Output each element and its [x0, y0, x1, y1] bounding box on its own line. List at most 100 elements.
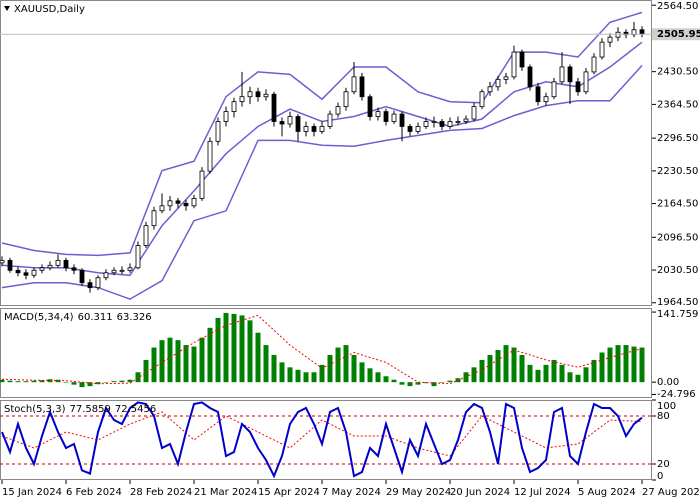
candle-body	[407, 126, 413, 132]
histogram-bar	[439, 382, 445, 383]
candle-body	[207, 140, 213, 172]
candle-body	[519, 51, 525, 68]
candle-body	[7, 259, 13, 271]
candle-body	[487, 86, 493, 93]
candle-body	[55, 259, 61, 266]
candle-body	[47, 264, 53, 269]
candle-body	[279, 121, 285, 125]
histogram-bar	[535, 369, 541, 383]
histogram-bar	[111, 381, 117, 383]
candle-body	[247, 91, 253, 98]
x-tick-label: 6 Feb 2024	[66, 487, 122, 498]
panel-title: MACD(5,34,4) 60.311 63.326	[4, 312, 152, 323]
histogram-bar	[511, 347, 517, 383]
candle-body	[287, 116, 293, 125]
y-tick-label: 80	[657, 411, 670, 422]
candle-body	[535, 86, 541, 103]
y-tick-label: 20	[657, 459, 670, 470]
candle-body	[367, 96, 373, 117]
histogram-bar	[79, 382, 85, 388]
y-tick-label: 1964.50	[657, 297, 698, 308]
candle-body	[543, 96, 549, 103]
indicator-value: 60.311	[78, 312, 113, 323]
histogram-bar	[127, 379, 133, 383]
histogram-bar	[15, 381, 21, 383]
x-tick-label: 27 Aug 2024	[642, 487, 700, 498]
candle-body	[31, 269, 37, 276]
candle-body	[527, 66, 533, 88]
histogram-bar	[151, 347, 157, 383]
histogram-bar	[415, 382, 421, 385]
candle-body	[455, 121, 461, 123]
candle-body	[415, 126, 421, 132]
histogram-bar	[399, 382, 405, 385]
histogram-bar	[487, 354, 493, 383]
histogram-bar	[39, 380, 45, 383]
candle-body	[151, 210, 157, 227]
histogram-bar	[495, 350, 501, 383]
signal-line	[1, 411, 643, 457]
bollinger-band	[1, 11, 643, 257]
candle-body	[175, 200, 181, 204]
histogram-bar	[175, 340, 181, 383]
histogram-bar	[191, 346, 197, 383]
histogram-bar	[375, 372, 381, 383]
candle-body	[79, 269, 85, 284]
histogram-bar	[295, 369, 301, 383]
histogram-bar	[567, 372, 573, 383]
histogram-bar	[199, 337, 205, 383]
candle-body	[639, 29, 645, 35]
candle-body	[327, 113, 333, 127]
indicator-name: XAUUSD,Daily	[14, 4, 85, 15]
histogram-bar	[367, 368, 373, 383]
indicator-value: 63.326	[117, 312, 152, 323]
histogram-bar	[631, 346, 637, 383]
candle-body	[359, 76, 365, 98]
histogram-bar	[239, 315, 245, 383]
x-tick-label: 5 Aug 2024	[578, 487, 636, 498]
histogram-bar	[255, 332, 261, 383]
indicator-value: 77.5859	[69, 404, 110, 415]
histogram-bar	[159, 340, 165, 383]
candle-body	[351, 76, 357, 93]
histogram-bar	[615, 345, 621, 383]
candle-body	[295, 116, 301, 132]
y-tick-label: 2296.50	[657, 133, 698, 144]
candle-body	[375, 111, 381, 117]
histogram-bar	[71, 382, 77, 385]
candle-body	[599, 41, 605, 58]
candle-body	[311, 126, 317, 132]
y-tick-label: 100	[657, 401, 676, 412]
histogram-bar	[167, 337, 173, 383]
candle-body	[591, 56, 597, 73]
x-tick-label: 7 May 2024	[322, 487, 381, 498]
x-tick-label: 28 Feb 2024	[130, 487, 192, 498]
histogram-bar	[271, 354, 277, 383]
histogram-bar	[215, 317, 221, 383]
y-tick-label: 2430.50	[657, 67, 698, 78]
panel-title: Stoch(5,3,3) 77.5859 72.5456	[4, 404, 156, 415]
histogram-bar	[423, 382, 429, 384]
candle-body	[479, 91, 485, 108]
candle-body	[39, 267, 45, 271]
candle-body	[199, 170, 205, 199]
candle-body	[127, 267, 133, 271]
histogram-bar	[591, 359, 597, 383]
candle-body	[303, 126, 309, 132]
candle-body	[335, 106, 341, 115]
histogram-bar	[551, 359, 557, 383]
indicator-name: Stoch(5,3,3)	[4, 404, 66, 415]
panel-frame	[0, 0, 652, 306]
histogram-bar	[23, 381, 29, 383]
candle-body	[159, 205, 165, 212]
candle-body	[319, 126, 325, 132]
histogram-bar	[279, 362, 285, 383]
x-tick-label: 15 Apr 2024	[258, 487, 320, 498]
candle-body	[191, 197, 197, 207]
x-tick-label: 21 Mar 2024	[194, 487, 257, 498]
candle-body	[503, 76, 509, 80]
candle-body	[607, 36, 613, 43]
histogram-bar	[247, 320, 253, 383]
